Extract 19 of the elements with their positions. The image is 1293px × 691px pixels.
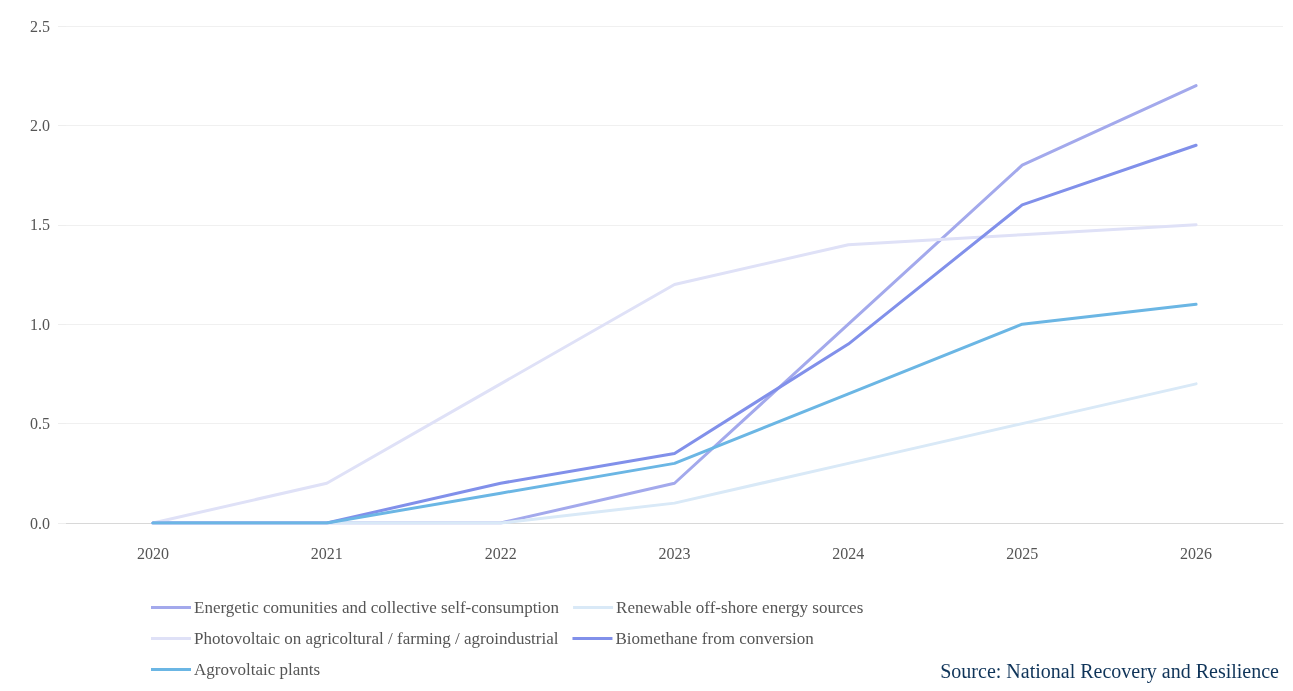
legend-label: Photovoltaic on agricoltural / farming / agroindustrial	[194, 629, 559, 648]
y-tick-label: 1.5	[30, 216, 50, 234]
y-tick-label: 1.0	[30, 315, 50, 333]
x-tick-label: 2022	[484, 544, 517, 562]
x-tick-label: 2026	[1180, 544, 1213, 562]
y-tick-label: 0.0	[30, 514, 50, 532]
x-tick-label: 2024	[832, 544, 865, 562]
x-tick-label: 2020	[136, 544, 169, 562]
legend-label: Energetic comunities and collective self-consumption	[194, 598, 560, 617]
source-note: Source: National Recovery and Resilience	[940, 660, 1280, 683]
x-tick-label: 2021	[310, 544, 343, 562]
legend-label: Agrovoltaic plants	[194, 660, 321, 679]
y-tick-label: 2.0	[30, 116, 50, 134]
legend-label: Renewable off-shore energy sources	[616, 598, 864, 617]
y-tick-label: 0.5	[30, 415, 50, 433]
y-tick-label: 2.5	[30, 17, 50, 35]
legend-label: Biomethane from conversion	[615, 629, 815, 648]
x-tick-label: 2023	[658, 544, 691, 562]
x-tick-label: 2025	[1006, 544, 1039, 562]
